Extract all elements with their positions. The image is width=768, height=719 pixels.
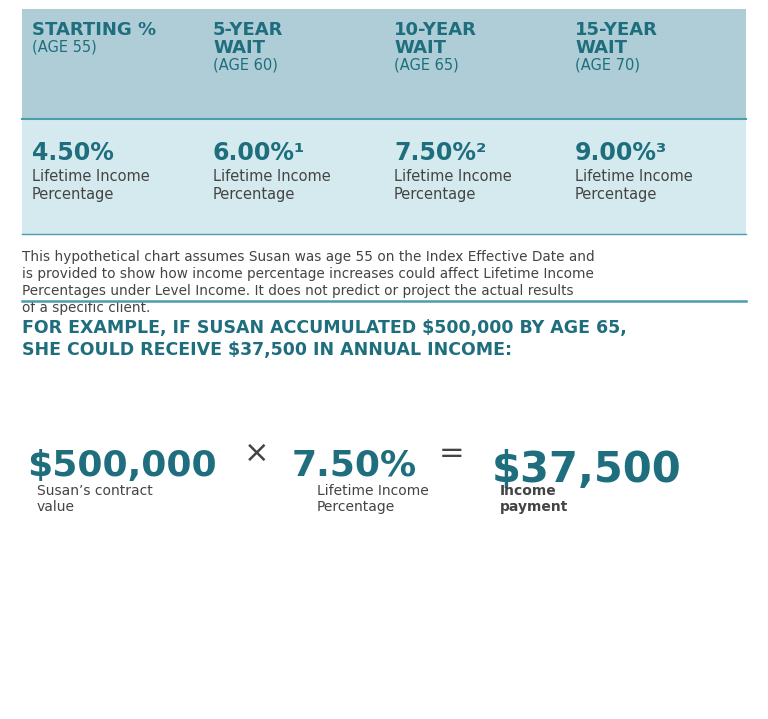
- Text: WAIT: WAIT: [575, 39, 627, 57]
- Text: 7.50%: 7.50%: [292, 449, 417, 483]
- Text: payment: payment: [500, 500, 568, 514]
- Bar: [22, 9, 746, 119]
- Text: WAIT: WAIT: [394, 39, 446, 57]
- Text: WAIT: WAIT: [213, 39, 265, 57]
- Text: (AGE 65): (AGE 65): [394, 57, 458, 72]
- Text: 5-YEAR: 5-YEAR: [213, 21, 283, 39]
- Text: 10-YEAR: 10-YEAR: [394, 21, 477, 39]
- Text: FOR EXAMPLE, IF SUSAN ACCUMULATED $500,000 BY AGE 65,: FOR EXAMPLE, IF SUSAN ACCUMULATED $500,0…: [22, 319, 627, 337]
- Text: This hypothetical chart assumes Susan was age 55 on the Index Effective Date and: This hypothetical chart assumes Susan wa…: [22, 250, 594, 264]
- Text: $500,000: $500,000: [27, 449, 217, 483]
- Text: Lifetime Income: Lifetime Income: [394, 169, 511, 184]
- Text: ×: ×: [244, 439, 270, 468]
- Text: SHE COULD RECEIVE $37,500 IN ANNUAL INCOME:: SHE COULD RECEIVE $37,500 IN ANNUAL INCO…: [22, 341, 512, 359]
- Text: (AGE 70): (AGE 70): [575, 57, 640, 72]
- Text: Percentages under Level Income. It does not predict or project the actual result: Percentages under Level Income. It does …: [22, 284, 574, 298]
- Text: Lifetime Income: Lifetime Income: [32, 169, 150, 184]
- Text: Lifetime Income: Lifetime Income: [575, 169, 693, 184]
- Text: Susan’s contract: Susan’s contract: [37, 484, 153, 498]
- Text: Lifetime Income: Lifetime Income: [317, 484, 429, 498]
- Text: $37,500: $37,500: [492, 449, 682, 491]
- Text: Percentage: Percentage: [317, 500, 396, 514]
- Text: =: =: [439, 439, 465, 468]
- Text: 9.00%³: 9.00%³: [575, 141, 667, 165]
- Text: Percentage: Percentage: [32, 187, 114, 202]
- Text: (AGE 60): (AGE 60): [213, 57, 278, 72]
- Text: (AGE 55): (AGE 55): [32, 39, 97, 54]
- Text: value: value: [37, 500, 75, 514]
- Text: STARTING %: STARTING %: [32, 21, 156, 39]
- Text: 15-YEAR: 15-YEAR: [575, 21, 658, 39]
- Text: of a specific client.: of a specific client.: [22, 301, 151, 315]
- Text: Percentage: Percentage: [575, 187, 657, 202]
- Text: 6.00%¹: 6.00%¹: [213, 141, 306, 165]
- Text: 7.50%²: 7.50%²: [394, 141, 486, 165]
- Text: Lifetime Income: Lifetime Income: [213, 169, 331, 184]
- Text: 4.50%: 4.50%: [32, 141, 114, 165]
- Text: Percentage: Percentage: [394, 187, 476, 202]
- Bar: [22, 119, 746, 234]
- Text: Percentage: Percentage: [213, 187, 296, 202]
- Text: Income: Income: [500, 484, 557, 498]
- Text: is provided to show how income percentage increases could affect Lifetime Income: is provided to show how income percentag…: [22, 267, 594, 281]
